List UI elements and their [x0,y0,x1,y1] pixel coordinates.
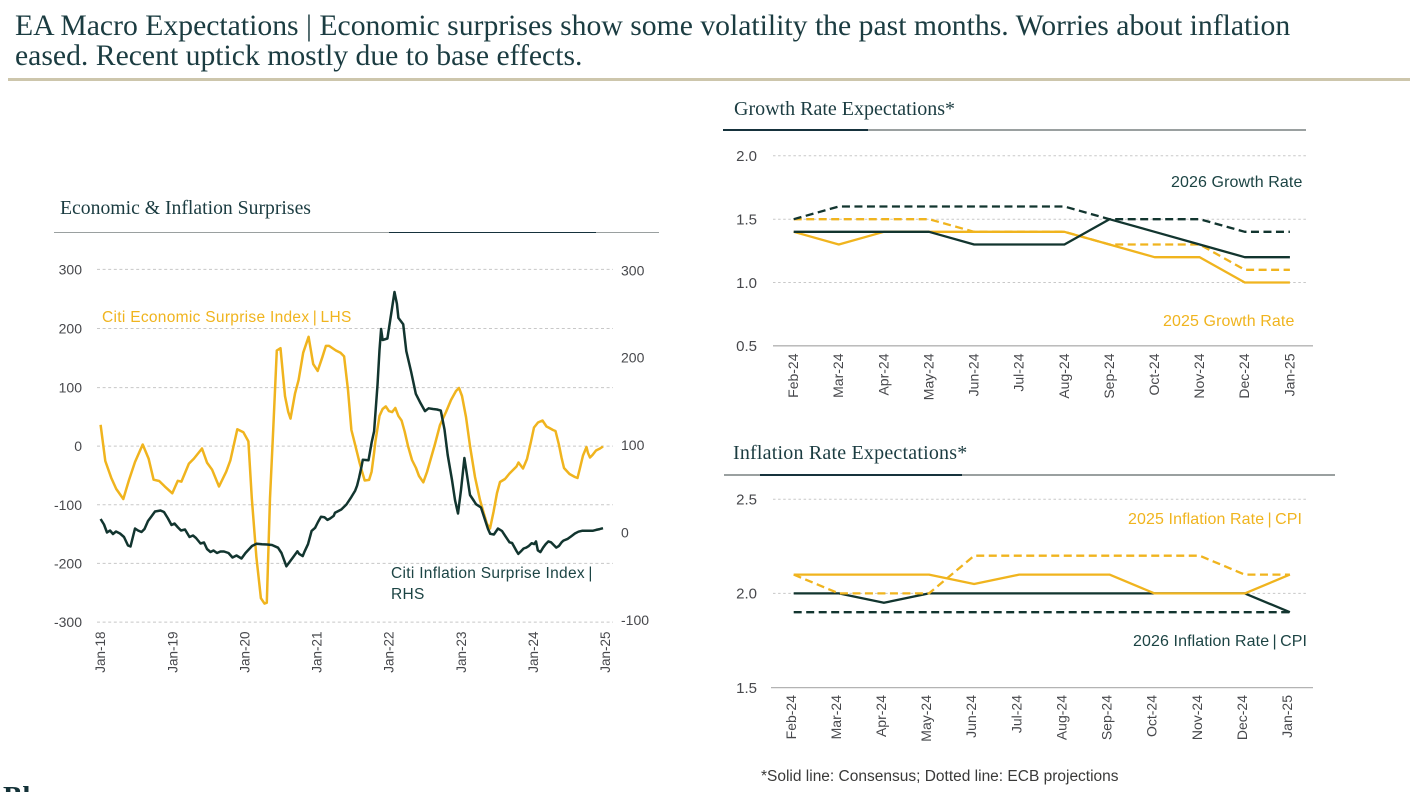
svg-text:Sep-24: Sep-24 [1101,353,1117,398]
svg-text:Mar-24: Mar-24 [828,695,844,740]
svg-text:-100: -100 [54,497,82,513]
svg-text:Jan-20: Jan-20 [238,632,253,673]
svg-text:300: 300 [59,261,83,277]
svg-text:-100: -100 [621,612,649,628]
svg-text:Jun-24: Jun-24 [963,695,979,738]
svg-text:1.0: 1.0 [736,275,757,292]
svg-text:0: 0 [621,525,629,541]
svg-text:Aug-24: Aug-24 [1056,353,1072,398]
svg-text:Jan-21: Jan-21 [310,632,325,673]
svg-text:Oct-24: Oct-24 [1144,695,1160,737]
svg-text:Feb-24: Feb-24 [785,353,801,398]
svg-text:Jul-24: Jul-24 [1008,695,1024,733]
svg-text:May-24: May-24 [918,695,934,742]
svg-text:-300: -300 [54,614,82,630]
svg-text:Jan-25: Jan-25 [1279,695,1295,738]
svg-text:Nov-24: Nov-24 [1191,353,1207,398]
svg-text:Jun-24: Jun-24 [966,353,982,396]
svg-text:Sep-24: Sep-24 [1099,695,1115,740]
svg-text:Nov-24: Nov-24 [1189,695,1205,740]
svg-text:Jan-25: Jan-25 [598,632,613,673]
svg-text:100: 100 [621,437,645,453]
svg-text:Jul-24: Jul-24 [1011,353,1027,391]
svg-text:2.0: 2.0 [736,586,757,603]
svg-text:Feb-24: Feb-24 [783,695,799,740]
svg-text:Oct-24: Oct-24 [1146,353,1162,395]
svg-text:Jan-18: Jan-18 [93,632,108,673]
svg-text:Jan-24: Jan-24 [526,631,541,673]
svg-text:300: 300 [621,262,645,278]
svg-text:Dec-24: Dec-24 [1234,695,1250,740]
svg-text:Aug-24: Aug-24 [1054,695,1070,740]
svg-text:200: 200 [59,321,83,337]
svg-text:Jan-25: Jan-25 [1281,353,1297,396]
svg-text:0.5: 0.5 [736,338,757,355]
svg-text:Apr-24: Apr-24 [875,353,891,395]
svg-text:1.5: 1.5 [736,680,757,697]
svg-text:Mar-24: Mar-24 [830,353,846,398]
svg-text:Jan-19: Jan-19 [165,632,180,673]
svg-text:1.5: 1.5 [736,212,757,229]
svg-text:2.5: 2.5 [736,492,757,509]
svg-text:Apr-24: Apr-24 [873,695,889,737]
svg-text:May-24: May-24 [920,353,936,400]
svg-text:0: 0 [74,438,82,454]
svg-text:2.0: 2.0 [736,148,757,165]
svg-text:Jan-23: Jan-23 [454,632,469,673]
svg-text:Jan-22: Jan-22 [382,632,397,673]
svg-text:-200: -200 [54,555,82,571]
svg-text:Dec-24: Dec-24 [1236,353,1252,398]
svg-text:200: 200 [621,350,645,366]
svg-text:100: 100 [59,380,83,396]
